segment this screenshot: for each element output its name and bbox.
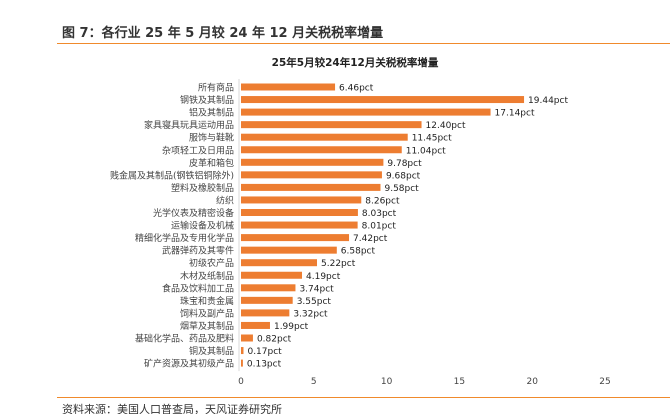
category-label: 家具寝具玩具运动用品 — [144, 119, 234, 131]
category-label: 钢铁及其制品 — [180, 94, 234, 106]
bar — [241, 183, 381, 191]
x-tick-label: 0 — [238, 377, 244, 387]
category-label: 杂项轻工及日用品 — [162, 144, 234, 156]
bar — [241, 271, 303, 279]
category-label: 贱金属及其制品(钢铁铝铜除外) — [110, 169, 234, 181]
figure-title: 图 7：各行业 25 年 5 月较 24 年 12 月关税税率增量 — [62, 26, 384, 41]
bar — [241, 146, 402, 154]
bar — [241, 234, 350, 242]
data-label: 3.55pct — [297, 297, 332, 307]
data-label: 7.42pct — [353, 234, 388, 244]
x-tick-label: 20 — [526, 377, 538, 387]
data-label: 17.14pct — [495, 109, 535, 119]
bar — [241, 171, 382, 179]
data-label: 1.99pct — [274, 322, 309, 332]
data-label: 19.44pct — [528, 96, 568, 106]
category-label: 矿产资源及其初级产品 — [144, 358, 234, 370]
x-tick-label: 5 — [311, 377, 317, 387]
x-tick-label: 25 — [599, 377, 610, 387]
x-tick-label: 15 — [454, 377, 465, 387]
bar — [241, 284, 296, 292]
bar — [241, 209, 358, 216]
bar — [241, 133, 408, 141]
category-label: 光学仪表及精密设备 — [153, 207, 234, 219]
bar — [241, 259, 318, 267]
data-label: 6.46pct — [339, 84, 374, 94]
data-label: 0.82pct — [257, 335, 292, 345]
bar — [241, 359, 243, 367]
data-label: 11.45pct — [412, 134, 452, 144]
data-label: 3.32pct — [293, 309, 328, 319]
category-label: 铜及其制品 — [189, 345, 234, 357]
category-label: 珠宝和贵金属 — [180, 295, 234, 307]
category-label: 服饰与鞋靴 — [189, 132, 234, 144]
data-label: 8.26pct — [365, 196, 400, 206]
bar — [241, 83, 336, 91]
chart-title: 25年5月较24年12月关税税率增量 — [272, 56, 439, 69]
bar — [241, 246, 337, 254]
bar — [241, 158, 384, 166]
data-label: 9.78pct — [387, 159, 422, 169]
category-label: 铝及其制品 — [189, 107, 234, 119]
category-label: 食品及饮料加工品 — [162, 282, 234, 294]
data-label: 8.03pct — [362, 209, 397, 219]
data-label: 0.13pct — [247, 360, 282, 370]
data-label: 11.04pct — [406, 146, 446, 156]
data-label: 6.58pct — [341, 247, 376, 257]
data-label: 8.01pct — [362, 222, 397, 232]
category-label: 武器弹药及其零件 — [162, 245, 234, 257]
data-label: 9.58pct — [384, 184, 419, 194]
data-label: 9.68pct — [386, 171, 421, 181]
category-label: 基础化学品、药品及肥料 — [135, 333, 234, 345]
category-label: 塑料及橡胶制品 — [171, 182, 234, 194]
data-label: 4.19pct — [306, 272, 341, 282]
category-label: 精细化学品及专用化学品 — [135, 232, 234, 244]
category-label: 纺织 — [216, 194, 234, 206]
source-note: 资料来源：美国人口普查局，天风证券研究所 — [62, 403, 282, 414]
bar — [241, 296, 293, 304]
category-label: 所有商品 — [198, 82, 234, 94]
data-label: 5.22pct — [321, 259, 356, 269]
bar — [241, 321, 270, 329]
bottom-divider — [57, 397, 670, 398]
category-label: 运输设备及机械 — [171, 220, 234, 232]
bar — [241, 121, 422, 129]
bar — [241, 309, 290, 317]
data-label: 0.17pct — [247, 347, 282, 357]
x-tick-label: 10 — [381, 377, 393, 387]
data-label: 3.74pct — [299, 284, 334, 294]
bar — [241, 108, 491, 116]
category-label: 皮革和箱包 — [189, 157, 234, 169]
category-label: 初级农产品 — [189, 257, 234, 269]
bar — [241, 334, 253, 342]
category-label: 木材及纸制品 — [180, 270, 234, 282]
bar — [241, 221, 358, 229]
bar — [241, 347, 244, 355]
category-label: 饲料及副产品 — [180, 307, 234, 319]
data-label: 12.40pct — [426, 121, 466, 131]
category-label: 烟草及其制品 — [180, 320, 234, 332]
top-divider — [57, 43, 670, 44]
bar — [241, 96, 525, 104]
bar — [241, 196, 362, 204]
